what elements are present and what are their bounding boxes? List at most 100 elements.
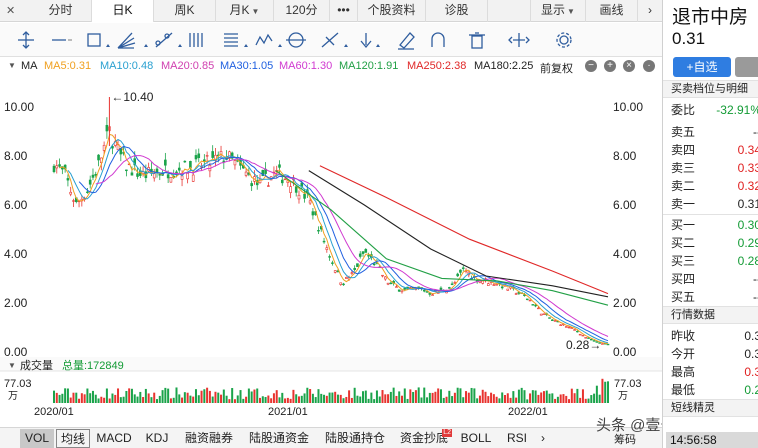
quote-value: 0.2	[744, 383, 758, 397]
ind-tab-vol[interactable]: VOL	[20, 429, 54, 448]
candle	[91, 168, 95, 181]
tab-120min[interactable]: 120分	[274, 0, 330, 22]
ma-item-ma20: MA20:0.85	[161, 60, 215, 72]
ind-tab-kdj[interactable]: KDJ	[145, 431, 169, 445]
volume-bar	[217, 392, 220, 403]
ind-tab-hk-flow[interactable]: 陆股通资金	[248, 431, 309, 445]
arrow-down-icon[interactable]	[360, 33, 372, 49]
candle	[364, 248, 368, 253]
settings-circle-icon[interactable]: ·	[643, 60, 655, 72]
volume-bar	[153, 392, 156, 403]
tab-label: 画线	[599, 3, 624, 17]
adjust-mode-select[interactable]: 前复权	[540, 63, 573, 75]
price-axis-label-left: 4.00	[4, 247, 28, 261]
volume-bar	[208, 390, 211, 403]
candle	[400, 290, 404, 294]
eraser-icon[interactable]	[398, 32, 415, 50]
rect-tool-icon[interactable]	[87, 33, 101, 47]
draw-line-menu[interactable]: 画线	[586, 0, 638, 22]
magnet-icon[interactable]	[431, 32, 445, 47]
wave-tool-icon[interactable]	[255, 33, 273, 46]
volume-bar	[111, 393, 114, 403]
gear-icon[interactable]	[556, 32, 572, 48]
candle	[595, 341, 599, 343]
volume-bar	[119, 397, 122, 403]
price-axis-label-left: 10.00	[4, 100, 34, 114]
zoom-in-icon[interactable]: +	[604, 60, 616, 72]
add-watchlist-button[interactable]: +自选	[673, 57, 731, 77]
volume-bar	[158, 395, 161, 403]
volume-bar	[593, 393, 596, 403]
volume-bar	[406, 398, 409, 403]
chips-tab[interactable]: 筹码	[614, 434, 636, 446]
volume-title: 成交量	[20, 358, 53, 372]
ind-tab-boll[interactable]: BOLL	[460, 431, 492, 445]
candle	[559, 324, 562, 326]
volume-axis-top-right: 77.03	[614, 378, 642, 390]
zoom-out-icon[interactable]: −	[585, 60, 597, 72]
more-button[interactable]	[735, 57, 758, 77]
measure-tool-icon[interactable]	[321, 32, 339, 48]
volume-bar	[487, 396, 490, 403]
volume-bar	[551, 393, 554, 403]
ind-tab-ma[interactable]: 均线	[56, 429, 90, 448]
chevron-right-icon[interactable]: ›	[541, 431, 545, 445]
collapse-panel-button[interactable]: ›	[638, 0, 662, 22]
tab-intraday[interactable]: 分时	[30, 0, 92, 22]
quote-data-title[interactable]: 行情数据	[663, 306, 758, 324]
volume-bar	[426, 397, 429, 403]
volume-bar	[345, 396, 348, 403]
tab-diagnosis[interactable]: 诊股	[426, 0, 488, 22]
candle	[589, 338, 593, 341]
ind-tab-hk-holding[interactable]: 陆股通持仓	[324, 431, 385, 445]
close-icon[interactable]: ✕	[6, 5, 16, 17]
quote-value: 0.3	[744, 365, 758, 379]
cycle-tool-icon[interactable]	[286, 32, 306, 48]
split-view-icon[interactable]	[508, 33, 530, 47]
volume-bar	[211, 396, 214, 403]
volume-bar	[537, 394, 540, 403]
fib-tool-icon[interactable]	[155, 32, 173, 48]
volume-bar	[506, 393, 509, 403]
tab-stock-profile[interactable]: 个股资料	[358, 0, 426, 22]
tab-more[interactable]: •••	[330, 0, 358, 22]
volume-bar	[136, 396, 139, 403]
close-ma-icon[interactable]: ×	[623, 60, 635, 72]
volume-bar	[295, 394, 298, 403]
volume-bar	[142, 397, 145, 403]
orderbook-title[interactable]: 买卖档位与明细	[663, 80, 758, 98]
volume-bar	[362, 391, 365, 403]
ind-tab-rsi[interactable]: RSI	[506, 431, 527, 445]
candle	[328, 254, 331, 261]
tab-daily-k[interactable]: 日K	[92, 0, 154, 22]
display-menu[interactable]: 显示 ▼	[530, 0, 586, 22]
candle	[297, 190, 301, 204]
volume-bar	[334, 391, 337, 403]
volume-bar	[203, 389, 206, 403]
volume-bar	[520, 387, 523, 403]
tab-weekly-k[interactable]: 周K	[154, 0, 216, 22]
kline-chart[interactable]: 10.00 8.00 6.00 4.00 2.00 0.00 10.00 8.00 6.00 4.…	[0, 75, 662, 448]
chevron-down-icon[interactable]: ▼	[8, 61, 16, 70]
parallel-tool-icon[interactable]	[189, 33, 203, 47]
volume-bar	[114, 394, 117, 403]
ind-tab-margin[interactable]: 融资融券	[184, 431, 233, 445]
trash-icon[interactable]	[469, 32, 485, 49]
candle	[506, 288, 510, 291]
crosshair-icon[interactable]	[18, 31, 34, 49]
tab-monthly-k[interactable]: 月K ▼	[216, 0, 274, 22]
short-term-title[interactable]: 短线精灵	[663, 399, 758, 417]
volume-bar	[256, 388, 259, 403]
kline-svg[interactable]: 10.00 8.00 6.00 4.00 2.00 0.00 10.00 8.00 6.00 4.…	[0, 75, 662, 427]
volume-bar	[442, 397, 445, 403]
ma-title[interactable]: MA	[21, 60, 38, 72]
volume-bar	[559, 394, 562, 403]
volume-bar	[55, 392, 58, 403]
volume-bar	[75, 392, 78, 403]
ind-tab-bottom-fishing[interactable]: 资金抄底 L2	[394, 429, 454, 448]
text-tool-icon[interactable]	[224, 33, 238, 47]
quote-value: 0.3	[744, 329, 758, 343]
ind-tab-macd[interactable]: MACD	[96, 431, 132, 445]
fan-tool-icon[interactable]	[117, 32, 136, 49]
bid-label: 买二	[671, 236, 696, 250]
